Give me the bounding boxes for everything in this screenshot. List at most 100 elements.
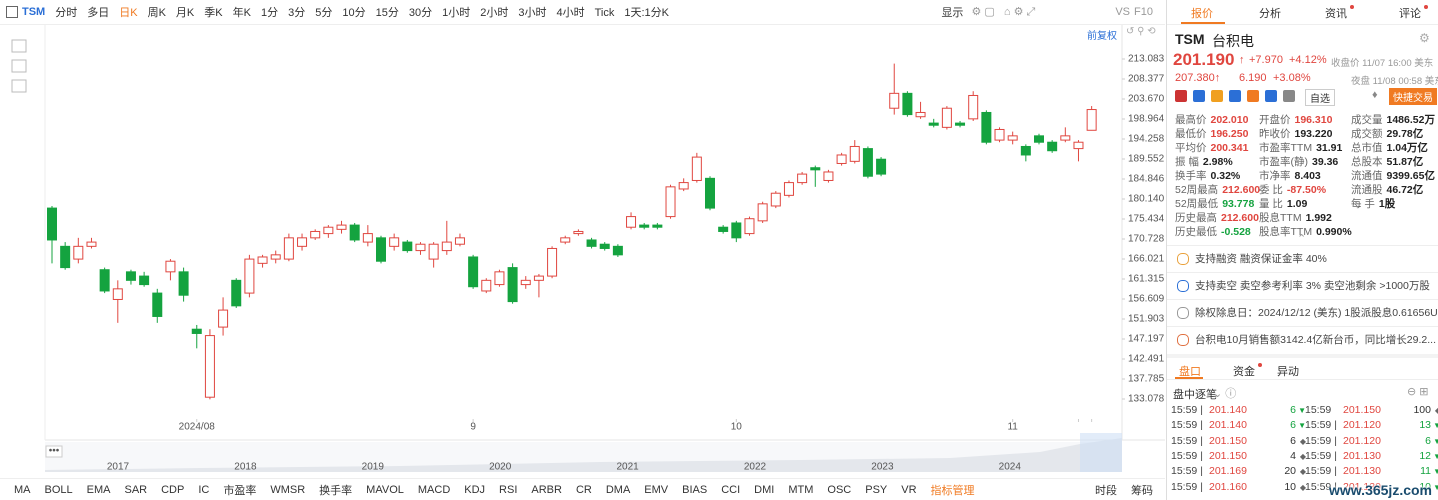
quick-trade[interactable]: 快捷交易: [1389, 88, 1437, 105]
candle-body: [520, 279, 531, 286]
section-tab[interactable]: 盘口: [1179, 366, 1201, 378]
dot: [1258, 363, 1262, 367]
period-tab[interactable]: 30分: [408, 7, 433, 19]
indicator[interactable]: DMI: [754, 484, 775, 496]
panel-tab[interactable]: 报价: [1191, 8, 1213, 20]
indicator[interactable]: MTM: [788, 484, 814, 496]
y-tick-label: 156.609: [1128, 294, 1165, 305]
panel-tab[interactable]: 评论: [1399, 5, 1428, 21]
f10-button[interactable]: F10: [1134, 6, 1153, 18]
stat-value: 212.600: [1221, 212, 1259, 224]
indicator[interactable]: EMV: [644, 484, 669, 496]
notice[interactable]: 除权除息日：2024/12/12 (美东) 1股派股息0.61656U...: [1167, 299, 1438, 327]
indicator[interactable]: CCI: [721, 484, 741, 496]
indicator[interactable]: MA: [14, 484, 31, 496]
period-tab[interactable]: 2小时: [480, 7, 509, 19]
period-tab[interactable]: 日K: [119, 7, 138, 19]
indicator[interactable]: RSI: [499, 484, 518, 496]
indicator[interactable]: MACD: [417, 484, 451, 496]
indicator[interactable]: ARBR: [531, 484, 562, 496]
indicator[interactable]: BIAS: [682, 484, 708, 496]
collapse: ⌃: [1297, 233, 1307, 245]
display-button[interactable]: 显示: [941, 7, 964, 19]
indicator[interactable]: 市盈率: [223, 485, 257, 497]
chips-button[interactable]: 筹码: [1131, 485, 1153, 497]
candle-body: [691, 156, 702, 181]
period-tab[interactable]: 1分: [260, 7, 279, 19]
indicator[interactable]: MAVOL: [366, 484, 404, 496]
price[interactable]: 201.190: [1173, 50, 1235, 69]
indicator[interactable]: CDP: [161, 484, 185, 496]
stat-value: 8.403: [1294, 170, 1321, 182]
period-tab[interactable]: 4小时: [556, 7, 585, 19]
indicator[interactable]: 换手率: [319, 485, 353, 497]
period-tab[interactable]: 月K: [175, 7, 195, 19]
candle-body: [876, 158, 887, 175]
overview-window[interactable]: [1080, 433, 1122, 472]
candle-body: [428, 243, 439, 260]
candle-body: [139, 275, 150, 286]
period-tab[interactable]: 3小时: [518, 7, 547, 19]
candle-body: [73, 245, 84, 260]
period-tab[interactable]: 多日: [87, 7, 110, 19]
watch-button[interactable]: 自选: [1305, 89, 1335, 106]
period-tab[interactable]: 季K: [204, 7, 223, 19]
notice[interactable]: 台积电10月销售额3142.4亿新台币，同比增长29.2...: [1167, 326, 1438, 354]
period-tab[interactable]: 1小时: [442, 7, 471, 19]
indicator[interactable]: SAR: [124, 484, 148, 496]
indicator[interactable]: OSC: [827, 484, 852, 496]
close-note: 收盘价 11/07 16:00 美东: [1331, 58, 1434, 69]
period-tab[interactable]: 分时: [55, 7, 78, 19]
vs-button[interactable]: VS: [1115, 6, 1131, 18]
section-tab[interactable]: 资金: [1233, 363, 1262, 379]
stat: 流通股 46.72亿: [1351, 182, 1423, 197]
trade-side: ◆: [1434, 406, 1438, 415]
trade-price: 201.140: [1209, 419, 1247, 432]
icon: [6, 6, 18, 18]
notice-text: 支持卖空 卖空参考利率 3% 卖空池剩余 >1000万股: [1195, 280, 1430, 292]
trade-time: 15:59 |: [1305, 434, 1337, 447]
notice[interactable]: 支持卖空 卖空参考利率 3% 卖空池剩余 >1000万股: [1167, 272, 1438, 300]
candle-body: [586, 239, 597, 247]
period-tab[interactable]: 周K: [147, 7, 166, 19]
period-tab[interactable]: 10分: [342, 7, 366, 19]
indicator[interactable]: EMA: [86, 484, 111, 496]
section-tab[interactable]: 异动: [1277, 366, 1299, 378]
indicator[interactable]: WMSR: [270, 484, 306, 496]
dot: [1350, 5, 1354, 9]
indicator[interactable]: CR: [575, 484, 592, 496]
chart: ••• 213.083 208.377 203.670 198.964 194.258 1…: [11, 25, 1165, 473]
candle-body: [389, 237, 400, 247]
period-tab[interactable]: 3分: [288, 7, 306, 19]
notice[interactable]: 支持融资 融资保证金率 40%: [1167, 245, 1438, 273]
notice-icon: [1177, 280, 1189, 293]
period-tab[interactable]: Tick: [594, 7, 615, 19]
period-button[interactable]: 时段: [1095, 485, 1117, 497]
name: 台积电: [1212, 33, 1254, 49]
stat: 平均价 200.341: [1175, 140, 1248, 155]
candle-body: [533, 275, 544, 281]
period-tab[interactable]: 1天:1分K: [624, 7, 669, 19]
adjust-button[interactable]: 前复权: [1087, 31, 1117, 42]
candle-body: [204, 335, 215, 398]
indicator[interactable]: VR: [901, 484, 917, 496]
trade-volume: 10: [1284, 480, 1296, 493]
stat-label: 股息率TTM: [1259, 226, 1313, 238]
indicator[interactable]: BOLL: [44, 484, 73, 496]
more-button[interactable]: [45, 445, 63, 458]
indicator[interactable]: PSY: [865, 484, 888, 496]
indicator[interactable]: DMA: [605, 484, 631, 496]
period-tab[interactable]: 5分: [315, 7, 333, 19]
period-tab[interactable]: 15分: [375, 7, 399, 19]
indicator[interactable]: KDJ: [464, 484, 486, 496]
gear: ⚙: [1419, 31, 1430, 45]
period-tab[interactable]: 年K: [232, 7, 251, 19]
symbol[interactable]: TSM: [22, 6, 46, 18]
panel-tab[interactable]: 资讯: [1325, 5, 1354, 21]
indicator[interactable]: IC: [198, 484, 210, 496]
candle-body: [547, 247, 558, 277]
tab-bar-line: [1167, 24, 1438, 25]
indicator-manage[interactable]: 指标管理: [930, 485, 975, 497]
stat-label: 开盘价: [1259, 114, 1291, 126]
panel-tab[interactable]: 分析: [1259, 8, 1281, 20]
